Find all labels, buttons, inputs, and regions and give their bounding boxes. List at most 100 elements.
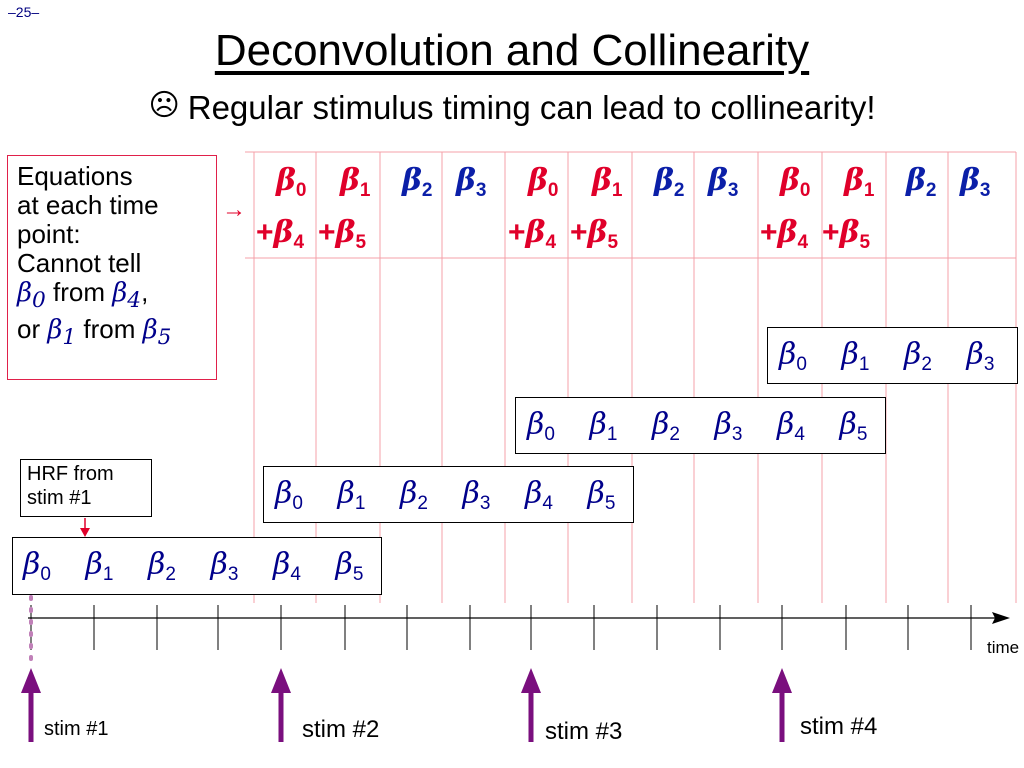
beta-symbol: β xyxy=(960,163,980,198)
beta-symbol: β xyxy=(275,476,293,511)
note-line-1: Equations xyxy=(17,161,133,191)
slide-title: Deconvolution and Collinearity xyxy=(214,26,810,75)
beta-symbol: β xyxy=(337,476,355,511)
beta-symbol: β xyxy=(340,163,360,198)
beta-symbol: β xyxy=(335,215,356,250)
stim-arrow-icon xyxy=(521,668,541,693)
hrf-label-line-2: stim #1 xyxy=(27,487,92,509)
beta-subscript: 4 xyxy=(797,232,809,253)
equation-term-bottom: +β4 xyxy=(256,215,304,253)
beta-subscript: 0 xyxy=(40,564,51,585)
plus-sign: + xyxy=(760,216,778,249)
beta-subscript: 1 xyxy=(62,325,77,351)
beta-coefficient: β5 xyxy=(839,407,868,445)
beta-symbol: β xyxy=(527,407,545,442)
equation-term-top: β3 xyxy=(456,166,487,201)
beta-subscript: 3 xyxy=(227,564,239,585)
beta-symbol: β xyxy=(273,215,294,250)
plus-sign: + xyxy=(570,216,588,249)
beta-subscript: 0 xyxy=(547,180,559,201)
beta-coefficient: β0 xyxy=(527,407,555,445)
beta-symbol: β xyxy=(525,476,543,511)
beta-subscript: 1 xyxy=(611,180,623,201)
beta-symbol: β xyxy=(112,278,128,308)
beta-subscript: 0 xyxy=(295,180,307,201)
beta-symbol: β xyxy=(47,315,63,346)
beta-symbol: β xyxy=(587,215,608,250)
beta-symbol: β xyxy=(839,407,857,442)
beta-coefficient: β3 xyxy=(715,410,743,445)
equation-term-top: β3 xyxy=(708,163,739,201)
beta-symbol: β xyxy=(525,215,546,250)
beta-subscript: 0 xyxy=(544,424,555,445)
equation-term-top: β2 xyxy=(402,166,433,201)
subtitle-text: Regular stimulus timing can lead to coll… xyxy=(187,89,876,126)
plus-sign: + xyxy=(822,216,840,249)
hrf-row-2: β0 β1 β2 β3 β4 β5 xyxy=(263,466,634,523)
beta-subscript: 5 xyxy=(607,232,619,253)
beta-subscript: 2 xyxy=(421,180,433,201)
beta-subscript: 3 xyxy=(479,493,491,514)
equation-term-bottom: +β5 xyxy=(822,215,871,253)
beta-subscript: 4 xyxy=(794,424,805,445)
plus-sign: + xyxy=(508,216,526,249)
beta-symbol: β xyxy=(777,215,798,250)
beta-subscript: 3 xyxy=(475,180,487,201)
beta-coefficient: β1 xyxy=(85,547,114,585)
beta-symbol: β xyxy=(462,476,480,511)
beta-subscript: 5 xyxy=(355,232,367,253)
beta-subscript: 1 xyxy=(354,493,366,514)
beta-symbol: β xyxy=(839,215,860,250)
beta-subscript: 2 xyxy=(165,564,176,585)
beta-subscript: 4 xyxy=(290,564,301,585)
beta-subscript: 5 xyxy=(856,424,868,445)
slide-subtitle: ☹ Regular stimulus timing can lead to col… xyxy=(0,88,1024,127)
beta-symbol: β xyxy=(17,278,33,308)
equations-note-box: Equations at each time point: Cannot tel… xyxy=(7,155,217,380)
beta-symbol: β xyxy=(587,476,605,511)
time-axis-arrowhead-icon xyxy=(992,612,1010,624)
equation-term-top: β2 xyxy=(654,166,685,201)
beta-symbol: β xyxy=(904,337,922,372)
beta-coefficient: β5 xyxy=(336,550,364,585)
beta-subscript: 0 xyxy=(292,493,303,514)
beta-symbol: β xyxy=(708,163,728,198)
beta-subscript: 4 xyxy=(545,232,557,253)
stim-label-2: stim #2 xyxy=(302,716,380,743)
beta-coefficient: β2 xyxy=(652,407,680,445)
equation-term-top: β0 xyxy=(276,166,307,201)
beta-subscript: 2 xyxy=(921,354,932,375)
beta-coefficient: β2 xyxy=(148,550,176,585)
note-text: from xyxy=(45,277,113,307)
beta-coefficient: β3 xyxy=(211,550,239,585)
beta-subscript: 3 xyxy=(727,180,739,201)
beta-coefficient: β1 xyxy=(590,410,618,445)
beta-symbol: β xyxy=(841,337,859,372)
stim-arrow-icon xyxy=(271,668,291,693)
slide-number: –25– xyxy=(8,4,40,20)
hrf-label-line-1: HRF from xyxy=(27,463,114,485)
beta-subscript: 2 xyxy=(669,424,680,445)
note-text: from xyxy=(76,314,143,345)
beta-subscript: 1 xyxy=(606,424,618,445)
beta-subscript: 5 xyxy=(604,493,616,514)
beta-symbol: β xyxy=(85,547,103,582)
beta-subscript: 2 xyxy=(417,493,428,514)
beta-coefficient: β4 xyxy=(525,476,553,514)
hrf-label-box: HRF from stim #1 xyxy=(20,459,152,517)
beta-coefficient: β3 xyxy=(462,476,491,514)
beta-subscript: 5 xyxy=(859,232,871,253)
beta-symbol: β xyxy=(652,407,670,442)
beta-symbol: β xyxy=(777,407,795,442)
equation-term-bottom: +β5 xyxy=(318,215,367,253)
hrf-row-1: β0 β1 β2 β3 β4 β5 xyxy=(12,537,382,595)
beta-subscript: 3 xyxy=(731,424,743,445)
note-line-4: Cannot tell xyxy=(17,248,142,278)
note-line-5: β0 from β4, xyxy=(17,278,216,315)
beta-symbol: β xyxy=(844,163,864,198)
equation-term-bottom: +β4 xyxy=(760,215,809,253)
beta-symbol: β xyxy=(906,163,926,198)
beta-coefficient: β4 xyxy=(777,407,805,445)
beta-subscript: 3 xyxy=(979,180,991,201)
